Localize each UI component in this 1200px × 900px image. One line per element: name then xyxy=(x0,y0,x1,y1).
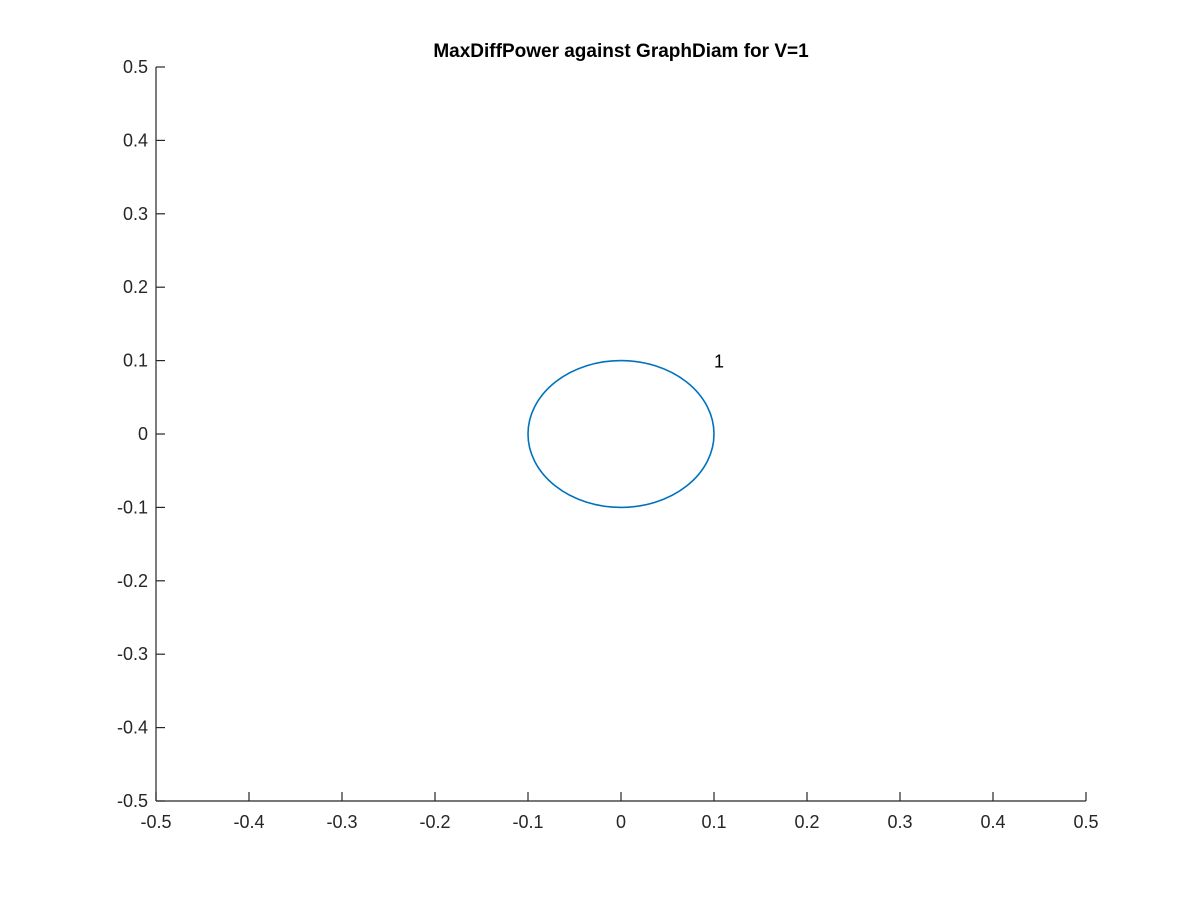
x-tick-label: -0.2 xyxy=(419,812,450,832)
x-tick-label: 0.1 xyxy=(701,812,726,832)
y-tick-label: 0.1 xyxy=(123,351,148,371)
y-tick-label: -0.4 xyxy=(117,718,148,738)
y-tick-label: -0.1 xyxy=(117,497,148,517)
x-tick-label: 0.5 xyxy=(1073,812,1098,832)
y-tick-label: 0 xyxy=(138,424,148,444)
y-tick-label: -0.5 xyxy=(117,791,148,811)
x-tick-label: 0.4 xyxy=(980,812,1005,832)
chart-title: MaxDiffPower against GraphDiam for V=1 xyxy=(433,41,809,62)
x-tick-label: -0.3 xyxy=(326,812,357,832)
data-point-circle xyxy=(527,359,715,509)
y-tick-label: -0.3 xyxy=(117,644,148,664)
data-marks xyxy=(527,359,715,509)
axes: -0.5 -0.4 -0.3 -0.2 -0.1 0 0.1 0.2 0.3 0.4 0.5 -0.5… xyxy=(117,57,1099,832)
point-label: 1 xyxy=(714,352,724,372)
x-tick-label: 0.3 xyxy=(887,812,912,832)
x-tick-label: 0.2 xyxy=(794,812,819,832)
x-tick-label: 0 xyxy=(616,812,626,832)
y-tick-label: 0.2 xyxy=(123,277,148,297)
x-tick-label: -0.1 xyxy=(512,812,543,832)
annotations: 1 xyxy=(714,352,724,372)
x-tick-label: -0.4 xyxy=(233,812,264,832)
y-tick-label: 0.4 xyxy=(123,130,148,150)
x-tick-label: -0.5 xyxy=(140,812,171,832)
y-tick-label: 0.5 xyxy=(123,57,148,77)
y-tick-label: -0.2 xyxy=(117,571,148,591)
y-tick-label: 0.3 xyxy=(123,204,148,224)
